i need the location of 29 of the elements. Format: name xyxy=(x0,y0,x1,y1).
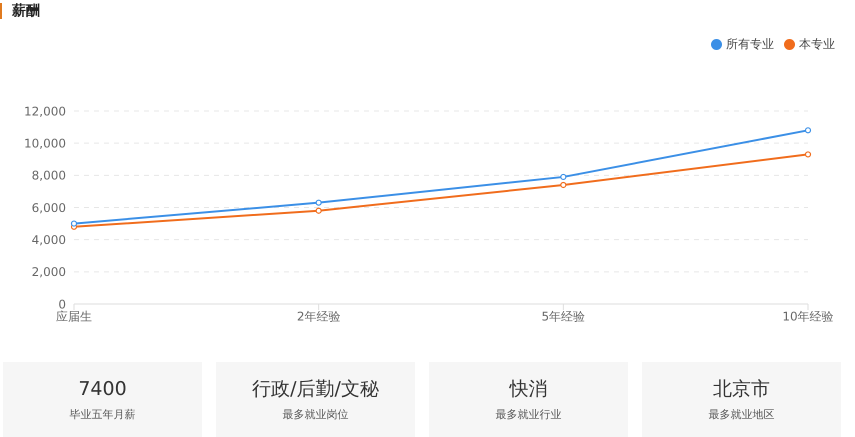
text: 最多就业岗位 xyxy=(282,407,348,422)
chart-title: 薪酬 xyxy=(12,2,40,20)
point xyxy=(804,127,812,134)
legend-label: 本专业 xyxy=(799,37,835,51)
text: 快消 xyxy=(510,377,548,401)
text: 行政/后勤/文秘 xyxy=(252,377,379,401)
point xyxy=(316,200,322,206)
y-tick-label: 10,000 xyxy=(24,136,66,150)
x-tick-label: 2年经验 xyxy=(296,310,340,324)
legend-label: 所有专业 xyxy=(726,37,774,51)
point xyxy=(70,220,78,227)
y-tick-label: 2,000 xyxy=(32,265,66,280)
text: 最多就业行业 xyxy=(496,407,562,422)
x-tick-label: 5年经验 xyxy=(542,310,586,324)
point xyxy=(804,151,812,158)
y-tick-label: 4,000 xyxy=(32,232,66,247)
text: 7400 xyxy=(78,377,127,401)
text: 毕业五年月薪 xyxy=(70,407,136,422)
point xyxy=(560,174,566,180)
y-tick-label: 0 xyxy=(58,297,66,312)
y-tick-label: 6,000 xyxy=(32,200,66,215)
text: 最多就业地区 xyxy=(708,407,774,422)
x-tick-label: 10年经验 xyxy=(782,310,834,324)
y-tick-label: 8,000 xyxy=(32,168,66,183)
point xyxy=(316,208,322,214)
x-tick-label: 应届生 xyxy=(56,310,92,324)
y-tick-label: 12,000 xyxy=(24,104,66,118)
text: 北京市 xyxy=(713,377,770,401)
point xyxy=(560,182,566,188)
